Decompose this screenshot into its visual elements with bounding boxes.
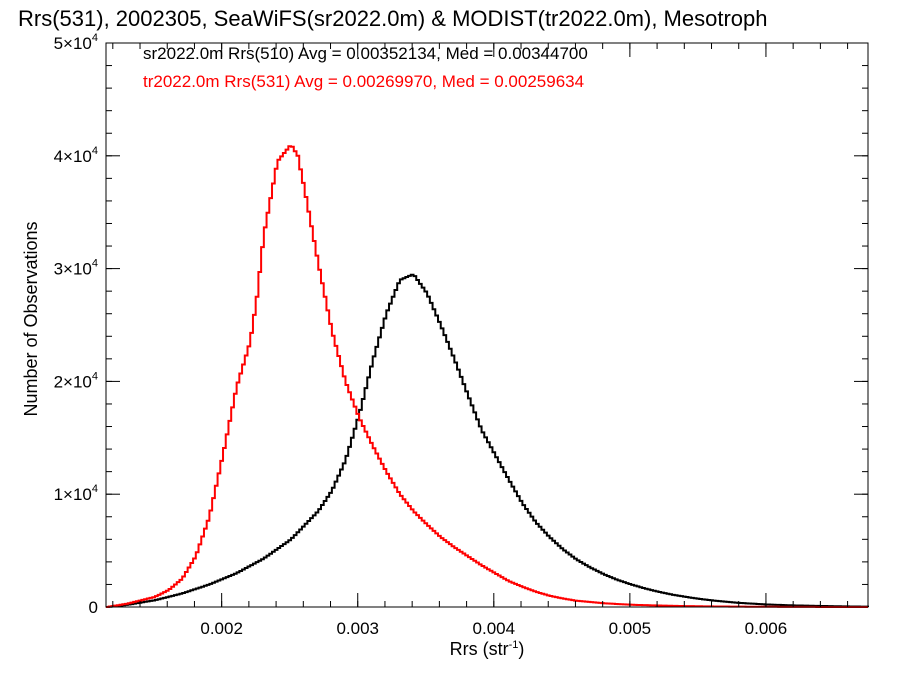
y-tick-label: 3×104 bbox=[54, 258, 98, 279]
legend: sr2022.0m Rrs(510) Avg = 0.00352134, Med… bbox=[143, 44, 588, 91]
plot-frame bbox=[105, 42, 869, 608]
x-tick-label: 0.005 bbox=[609, 619, 652, 638]
y-tick-label-base: 2×10 bbox=[54, 372, 92, 391]
y-tick-label: 4×104 bbox=[54, 145, 98, 166]
x-axis-label: Rrs (str-1) bbox=[450, 639, 525, 659]
y-tick-label-base: 4×10 bbox=[54, 147, 92, 166]
x-axis-label-close: ) bbox=[518, 639, 524, 659]
y-tick-label-base: 3×10 bbox=[54, 260, 92, 279]
y-tick-label-exponent: 4 bbox=[92, 370, 98, 382]
y-tick-label: 0 bbox=[89, 598, 98, 617]
y-tick-label: 5×104 bbox=[54, 32, 98, 53]
chart-title: Rrs(531), 2002305, SeaWiFS(sr2022.0m) & … bbox=[18, 6, 768, 31]
y-tick-label-base: 5×10 bbox=[54, 34, 92, 53]
x-axis-label-exponent: -1 bbox=[509, 639, 519, 651]
y-tick-label: 2×104 bbox=[54, 370, 98, 391]
series-line-2 bbox=[106, 145, 868, 608]
y-tick-label-exponent: 4 bbox=[92, 483, 98, 495]
series-line-1 bbox=[106, 273, 869, 608]
y-tick-label-exponent: 4 bbox=[92, 258, 98, 270]
axes-layer: 0.002 0.003 0.004 0.005 0.00601×1042×1043×10… bbox=[54, 32, 869, 638]
x-axis-label-main: Rrs (str bbox=[450, 639, 509, 659]
y-axis-label: Number of Observations bbox=[21, 221, 41, 416]
y-tick-label-base: 1×10 bbox=[54, 485, 92, 504]
x-tick-label: 0.004 bbox=[473, 619, 516, 638]
x-tick-label: 0.002 bbox=[200, 619, 243, 638]
x-tick-label: 0.006 bbox=[745, 619, 788, 638]
y-tick-label-exponent: 4 bbox=[92, 145, 98, 157]
y-tick-label: 1×104 bbox=[54, 483, 98, 504]
legend-entry-1: sr2022.0m Rrs(510) Avg = 0.00352134, Med… bbox=[143, 44, 588, 63]
y-tick-label-base: 0 bbox=[89, 598, 98, 617]
x-tick-label: 0.003 bbox=[336, 619, 379, 638]
y-tick-label-exponent: 4 bbox=[92, 32, 98, 44]
legend-entry-2: tr2022.0m Rrs(531) Avg = 0.00269970, Med… bbox=[143, 72, 584, 91]
series-layer bbox=[106, 145, 869, 608]
